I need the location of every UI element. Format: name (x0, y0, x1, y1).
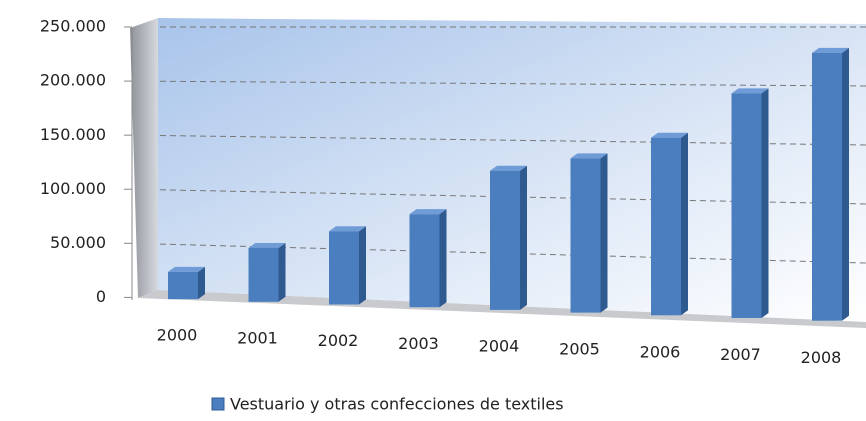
bar (168, 271, 198, 300)
bar-side (278, 242, 286, 302)
bar-side (439, 209, 447, 308)
bar-side (359, 226, 366, 305)
bar (731, 93, 762, 318)
bar (812, 52, 842, 321)
bar-top (731, 88, 769, 94)
bar-top (409, 209, 447, 215)
y-tick-label: 0 (96, 287, 106, 306)
bar (651, 137, 681, 316)
bar-side (761, 88, 769, 318)
bar-side (842, 47, 849, 321)
bar-side (600, 153, 608, 313)
bar-top (490, 165, 527, 171)
bar-top (248, 242, 286, 248)
bar (570, 158, 601, 313)
y-tick-label: 100.000 (40, 179, 106, 198)
x-tick-label: 2005 (559, 340, 600, 359)
bar-side (198, 266, 205, 300)
y-tick-label: 200.000 (40, 71, 106, 90)
x-tick-label: 2000 (157, 326, 198, 345)
bar (329, 231, 359, 305)
bar-top (812, 47, 849, 53)
bar-top (570, 153, 608, 159)
y-tick-label: 150.000 (40, 125, 106, 144)
bar-side (520, 165, 527, 310)
bar (490, 170, 520, 310)
x-tick-label: 2004 (479, 337, 520, 356)
x-tick-label: 2008 (801, 348, 842, 367)
side-wall (130, 18, 158, 298)
x-tick-label: 2003 (398, 334, 439, 353)
legend-label: Vestuario y otras confecciones de textil… (230, 395, 564, 414)
bar (248, 247, 279, 302)
bar (409, 214, 440, 308)
grid-line (159, 80, 866, 87)
y-tick-label: 250.000 (40, 17, 106, 36)
bar-top (168, 266, 205, 272)
x-tick-label: 2001 (237, 328, 278, 347)
x-tick-label: 2006 (640, 342, 681, 361)
x-tick-label: 2002 (318, 331, 359, 350)
bar-top (651, 132, 688, 138)
legend-swatch (211, 397, 225, 411)
y-tick-label: 50.000 (50, 233, 106, 252)
bar-side (681, 132, 688, 316)
x-tick-label: 2007 (720, 345, 761, 364)
bar-top (329, 226, 366, 232)
grid-line (159, 135, 866, 146)
